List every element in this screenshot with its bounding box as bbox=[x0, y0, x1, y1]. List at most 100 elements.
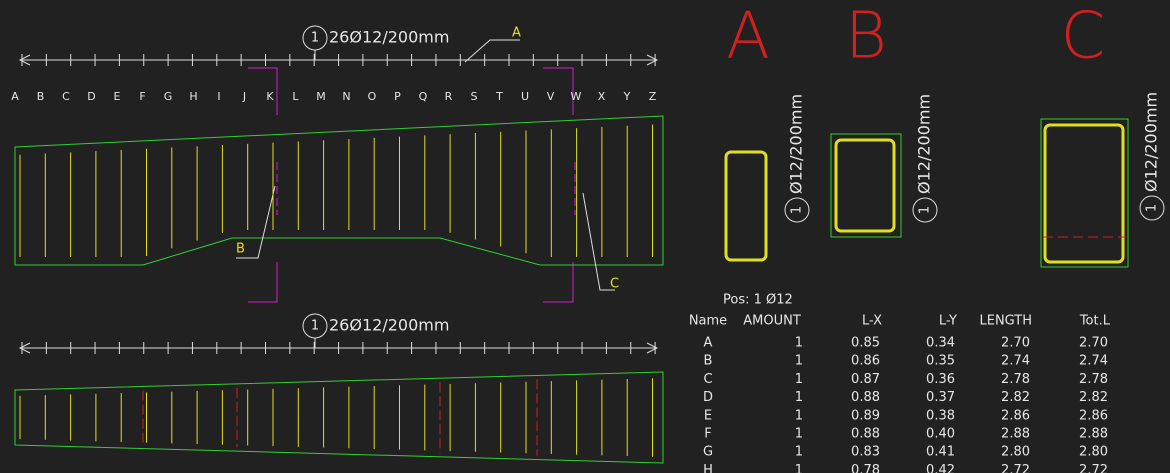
table-cell: 0.83 bbox=[851, 445, 880, 460]
grid-letter: P bbox=[394, 90, 401, 103]
table-header: L-Y bbox=[939, 314, 957, 329]
grid-letter: I bbox=[217, 90, 220, 103]
table-cell: 1 bbox=[795, 336, 803, 351]
grid-letter: N bbox=[342, 90, 350, 103]
callout: A bbox=[512, 26, 521, 41]
section-outline bbox=[830, 133, 902, 238]
leader bbox=[582, 192, 615, 291]
callout: B bbox=[236, 242, 245, 257]
table-cell: 1 bbox=[795, 408, 803, 423]
position-circle bbox=[302, 313, 328, 339]
grid-letter: A bbox=[11, 90, 19, 103]
table-cell: E bbox=[704, 408, 712, 423]
table-cell: 1 bbox=[795, 372, 803, 387]
grid-letter: S bbox=[471, 90, 478, 103]
table-cell: 1 bbox=[795, 463, 803, 473]
grid-letter: O bbox=[368, 90, 377, 103]
grid-letter: U bbox=[521, 90, 529, 103]
bar-label: Ø12/200mm bbox=[1142, 92, 1161, 192]
table-cell: 2.78 bbox=[1079, 372, 1108, 387]
grid-letter: C bbox=[62, 90, 70, 103]
table-cell: 2.74 bbox=[1001, 354, 1030, 369]
position-circle bbox=[784, 197, 810, 223]
bar-label: 26Ø12/200mm bbox=[329, 28, 449, 47]
table-cell: 1 bbox=[795, 390, 803, 405]
table-cell: D bbox=[703, 390, 713, 405]
table-cell: 1 bbox=[795, 427, 803, 442]
table-cell: 0.41 bbox=[926, 445, 955, 460]
grid-letter: V bbox=[547, 90, 555, 103]
table-cell: 0.89 bbox=[851, 408, 880, 423]
grid-letter: E bbox=[114, 90, 121, 103]
slab-outline bbox=[14, 115, 664, 266]
grid-letter: K bbox=[266, 90, 274, 103]
bar-label: Ø12/200mm bbox=[787, 94, 806, 194]
section-title: A bbox=[726, 0, 770, 74]
section-cut bbox=[543, 262, 574, 303]
position-number: 1 bbox=[311, 31, 319, 46]
grid-letter: X bbox=[598, 90, 606, 103]
table-cell: H bbox=[703, 463, 713, 473]
grid-letter: W bbox=[571, 90, 582, 103]
grid-letter: T bbox=[495, 90, 503, 103]
table-cell: 0.88 bbox=[851, 390, 880, 405]
arrow bbox=[646, 342, 659, 354]
table-header: LENGTH bbox=[979, 314, 1032, 329]
table-cell: A bbox=[704, 336, 713, 351]
arrow bbox=[646, 54, 659, 66]
table-cell: 2.88 bbox=[1079, 427, 1108, 442]
table-cell: 2.86 bbox=[1079, 408, 1108, 423]
grid-letter: B bbox=[37, 90, 45, 103]
table-header: Name bbox=[689, 314, 727, 329]
grid-letter: L bbox=[292, 90, 299, 103]
bar-label: Ø12/200mm bbox=[915, 94, 934, 194]
grid-letter: M bbox=[316, 90, 326, 103]
table-cell: 2.80 bbox=[1079, 445, 1108, 460]
table-cell: 0.37 bbox=[926, 390, 955, 405]
grid-letter: Y bbox=[623, 90, 631, 103]
arrow bbox=[18, 342, 31, 354]
stirrup bbox=[834, 138, 896, 233]
stirrup bbox=[1043, 123, 1125, 264]
table-cell: 2.78 bbox=[1001, 372, 1030, 387]
table-cell: 0.40 bbox=[926, 427, 955, 442]
grid-letter: Q bbox=[419, 90, 428, 103]
table-cell: 2.86 bbox=[1001, 408, 1030, 423]
table-cell: 2.72 bbox=[1001, 463, 1030, 473]
table-header: AMOUNT bbox=[743, 314, 801, 329]
grid-letter: Z bbox=[649, 90, 657, 103]
section-title: C bbox=[1061, 0, 1106, 74]
section-title: B bbox=[845, 0, 887, 74]
arrow bbox=[18, 54, 31, 66]
table-cell: 1 bbox=[795, 354, 803, 369]
table-header: L-X bbox=[862, 314, 882, 329]
table-cell: B bbox=[704, 354, 713, 369]
table-cell: 0.86 bbox=[851, 354, 880, 369]
table-cell: 2.82 bbox=[1001, 390, 1030, 405]
grid-letter: D bbox=[87, 90, 95, 103]
table-cell: 0.85 bbox=[851, 336, 880, 351]
table-cell: 2.82 bbox=[1079, 390, 1108, 405]
table-cell: 0.87 bbox=[851, 372, 880, 387]
leader bbox=[236, 185, 276, 259]
table-cell: 0.42 bbox=[926, 463, 955, 473]
grid-letter: H bbox=[189, 90, 197, 103]
table-cell: 0.34 bbox=[926, 336, 955, 351]
table-cell: G bbox=[703, 445, 713, 460]
table-cell: 0.35 bbox=[926, 354, 955, 369]
table-cell: 2.88 bbox=[1001, 427, 1030, 442]
table-cell: 2.70 bbox=[1079, 336, 1108, 351]
table-cell: 0.88 bbox=[851, 427, 880, 442]
table-cell: 2.74 bbox=[1079, 354, 1108, 369]
position-number: 1 bbox=[790, 206, 805, 214]
position-circle bbox=[912, 197, 938, 223]
table-cell: 0.78 bbox=[851, 463, 880, 473]
grid-letter: G bbox=[164, 90, 173, 103]
section-outline bbox=[1040, 118, 1129, 268]
grid-letter: R bbox=[445, 90, 453, 103]
section-cut bbox=[248, 67, 278, 115]
table-cell: 0.36 bbox=[926, 372, 955, 387]
grid-letter: F bbox=[139, 90, 145, 103]
